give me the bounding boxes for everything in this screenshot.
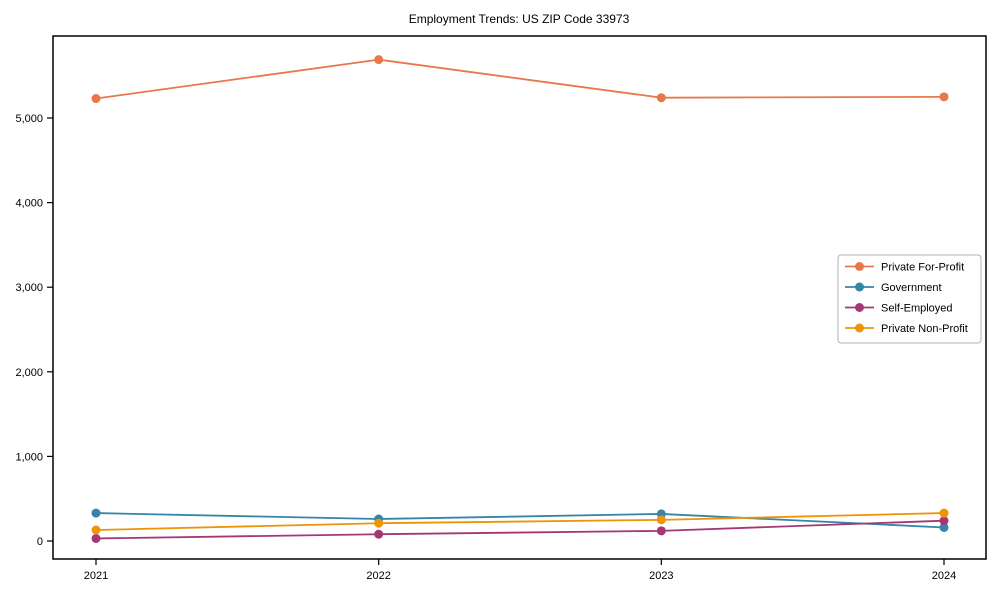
data-point-government-2024	[939, 522, 949, 532]
data-point-private-non-profit-2021	[91, 525, 101, 535]
plot-frame	[52, 35, 987, 560]
y-tick-label: 5,000	[15, 113, 43, 125]
data-point-private-for-profit-2023	[656, 93, 666, 103]
data-point-private-for-profit-2021	[91, 94, 101, 104]
x-tick-label: 2021	[84, 570, 108, 582]
data-point-private-for-profit-2022	[374, 55, 384, 65]
chart-title: Employment Trends: US ZIP Code 33973	[409, 12, 630, 26]
legend-marker-icon	[855, 282, 864, 292]
legend-item-self-employed: Self-Employed	[845, 303, 953, 315]
legend-marker-icon	[855, 323, 864, 333]
legend-item-private-non-profit: Private Non-Profit	[845, 323, 968, 335]
data-point-self-employed-2024	[939, 516, 949, 526]
y-tick-label: 1,000	[15, 451, 43, 463]
series-lines	[91, 55, 949, 543]
series-line-private-for-profit	[95, 58, 945, 100]
series-line-self-employed	[95, 519, 945, 540]
y-tick-label: 4,000	[15, 198, 43, 210]
data-point-government-2021	[91, 508, 101, 518]
data-point-private-non-profit-2024	[939, 508, 949, 518]
legend-label: Self-Employed	[881, 303, 953, 315]
y-tick-label: 3,000	[15, 282, 43, 294]
x-tick-label: 2023	[649, 570, 673, 582]
legend-label: Government	[881, 282, 942, 294]
axis-ticks: 2021 2022 2023 2024 0 1,000 2,000 3,000 4,000 5,0…	[15, 113, 956, 582]
data-point-private-for-profit-2024	[939, 92, 949, 102]
x-tick-label: 2022	[366, 570, 390, 582]
plot-frame-group	[52, 35, 987, 560]
y-tick-label: 0	[37, 536, 43, 548]
legend-label: Private For-Profit	[881, 262, 964, 274]
data-point-self-employed-2021	[91, 533, 101, 543]
legend-label: Private Non-Profit	[881, 323, 968, 335]
y-tick-label: 2,000	[15, 367, 43, 379]
data-point-self-employed-2023	[656, 526, 666, 536]
legend-box	[837, 254, 982, 344]
data-point-private-non-profit-2022	[374, 518, 384, 528]
legend-marker-icon	[855, 303, 864, 312]
x-tick-label: 2024	[932, 570, 956, 582]
legend-item-government: Government	[845, 282, 942, 294]
legend-marker-icon	[855, 262, 864, 271]
data-point-self-employed-2022	[374, 529, 384, 539]
legend: Private For-Profit Government Self-Employe…	[837, 254, 982, 344]
series-line-government	[95, 512, 945, 529]
data-point-private-non-profit-2023	[656, 515, 666, 525]
legend-item-private-for-profit: Private For-Profit	[845, 262, 964, 274]
series-line-private-non-profit	[95, 512, 945, 531]
